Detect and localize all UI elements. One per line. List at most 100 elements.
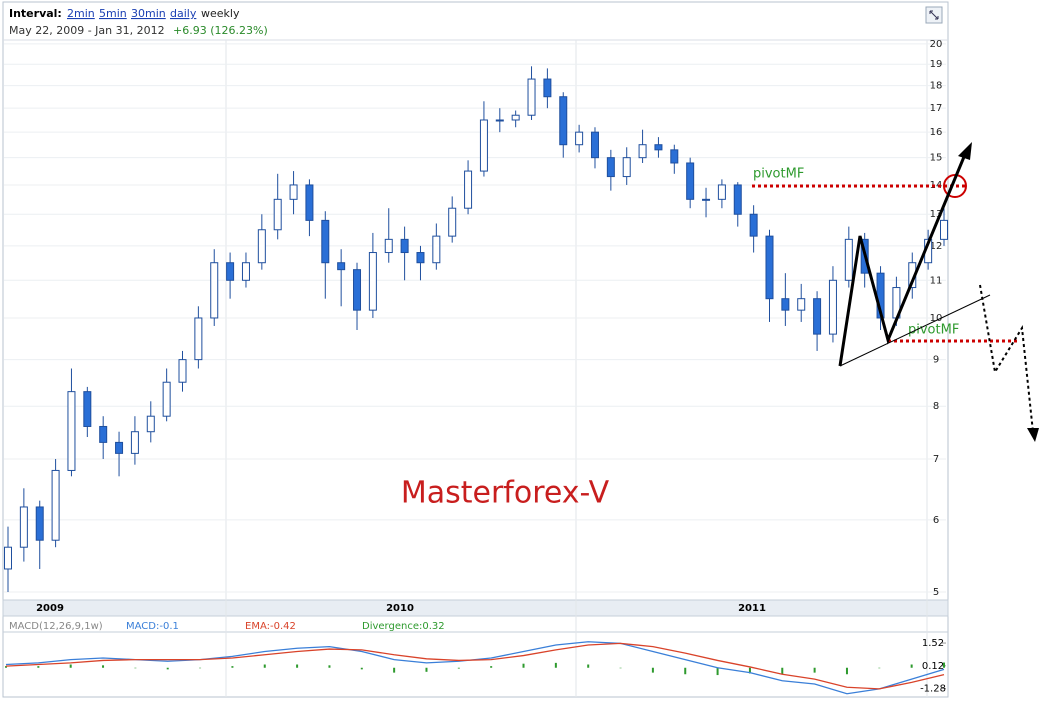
- candle-body: [717, 184, 726, 200]
- candle-body: [590, 131, 599, 159]
- candle-body: [670, 149, 679, 164]
- candle-body: [162, 381, 171, 417]
- interval-label: Interval:: [9, 7, 62, 20]
- divergence-bar: [748, 667, 751, 674]
- candle-body: [384, 238, 393, 254]
- y-tick-label: -1.28: [920, 684, 946, 695]
- plot: 5 6 7 8 9 10 11 12 13 14 15 16 17 18 19 20 2009 2010 2011 1…: [4, 39, 948, 697]
- candle-body: [575, 131, 584, 146]
- x-tick-label: 2011: [738, 603, 766, 614]
- y-tick-label: 16: [930, 127, 943, 138]
- candle-body: [606, 157, 615, 178]
- divergence-bar: [716, 667, 719, 676]
- wave-line: [838, 151, 968, 367]
- candle-body: [511, 114, 520, 121]
- divergence-bar: [910, 664, 913, 668]
- y-tick-label: 10: [930, 313, 943, 324]
- candle-body: [210, 262, 219, 319]
- date-range: May 22, 2009 - Jan 31, 2012: [9, 24, 165, 37]
- candle-body: [844, 238, 853, 281]
- candle-body: [940, 219, 948, 240]
- annotation: pivotMF: [908, 323, 959, 338]
- current-interval: weekly: [201, 7, 240, 20]
- candle-body: [559, 96, 568, 146]
- divergence-bar: [328, 665, 331, 668]
- change: +6.93 (126.23%): [173, 24, 268, 37]
- candle-body: [464, 170, 473, 209]
- divergence-bar: [296, 664, 299, 668]
- chart-title: Masterforex-V: [401, 476, 610, 511]
- divergence-bar: [69, 664, 72, 668]
- candle-body: [321, 219, 330, 264]
- candle-body: [83, 391, 92, 427]
- y-tick-label: 7: [933, 454, 939, 465]
- candle-body: [733, 184, 742, 215]
- divergence-bar: [587, 664, 590, 668]
- divergence-bar: [781, 667, 784, 675]
- y-tick-label: 13: [930, 209, 943, 220]
- candle-body: [51, 469, 60, 541]
- divergence-bar: [619, 667, 622, 669]
- y-tick-label: 8: [933, 401, 939, 412]
- candle-body: [115, 441, 124, 454]
- candle-body: [416, 252, 425, 264]
- year-bar: [2, 599, 949, 617]
- candle-body: [813, 298, 822, 335]
- y-tick-label: 9: [933, 355, 939, 366]
- macd-label: MACD(12,26,9,1w): [9, 621, 103, 632]
- candle-body: [305, 184, 314, 221]
- y-tick-label: 20: [930, 39, 943, 50]
- divergence-bar: [360, 667, 363, 670]
- y-tick-label: 5: [933, 587, 939, 598]
- y-tick-label: 0.12: [922, 661, 944, 672]
- candle-body: [273, 198, 282, 231]
- y-tick-label: 18: [930, 81, 943, 92]
- y-tick-label: 6: [933, 515, 939, 526]
- macd-line: [5, 642, 945, 690]
- divergence-bar: [457, 667, 460, 669]
- divergence-bar: [5, 666, 7, 668]
- annotation: pivotMF: [753, 167, 804, 182]
- candle-body: [289, 184, 298, 200]
- y-tick-label: 14: [930, 180, 943, 191]
- macd-label: Divergence:0.32: [362, 621, 445, 632]
- candle-body: [686, 162, 695, 200]
- candle-body: [622, 157, 631, 178]
- divergence-bar: [263, 664, 266, 668]
- divergence-bar: [37, 666, 40, 668]
- divergence-bar: [554, 662, 557, 668]
- x-tick-label: 2009: [36, 603, 64, 614]
- candle-body: [432, 235, 441, 264]
- divergence-bar: [684, 667, 687, 675]
- candle-body: [99, 425, 108, 443]
- candle-body: [226, 262, 235, 281]
- y-tick-label: 11: [930, 275, 943, 286]
- candle-body: [257, 229, 266, 264]
- divergence-bar: [393, 667, 396, 673]
- interval-link[interactable]: daily: [170, 7, 197, 20]
- divergence-bar: [878, 667, 881, 669]
- candle-body: [765, 235, 774, 300]
- candle-body: [400, 238, 409, 254]
- interval-link[interactable]: 5min: [99, 7, 127, 20]
- expand-icon: [929, 10, 939, 20]
- candle-body: [638, 144, 647, 159]
- forecast-line: [979, 284, 1034, 433]
- candle-body: [527, 78, 536, 116]
- candle-body: [448, 207, 457, 237]
- divergence-bar: [166, 667, 169, 670]
- candle-body: [130, 431, 139, 454]
- divergence-bar: [490, 666, 493, 668]
- macd-label: MACD:-0.1: [126, 621, 179, 632]
- divergence-bar: [231, 666, 234, 668]
- candle-body: [749, 213, 758, 237]
- trend-line: [839, 294, 991, 367]
- candle-body: [19, 506, 28, 548]
- divergence-bar: [134, 667, 137, 669]
- y-tick-label: 19: [930, 59, 943, 70]
- interval-link[interactable]: 30min: [131, 7, 166, 20]
- y-tick-label: 12: [930, 241, 943, 252]
- interval-link[interactable]: 2min: [67, 7, 95, 20]
- candle-body: [654, 144, 663, 151]
- divergence-bar: [425, 667, 428, 672]
